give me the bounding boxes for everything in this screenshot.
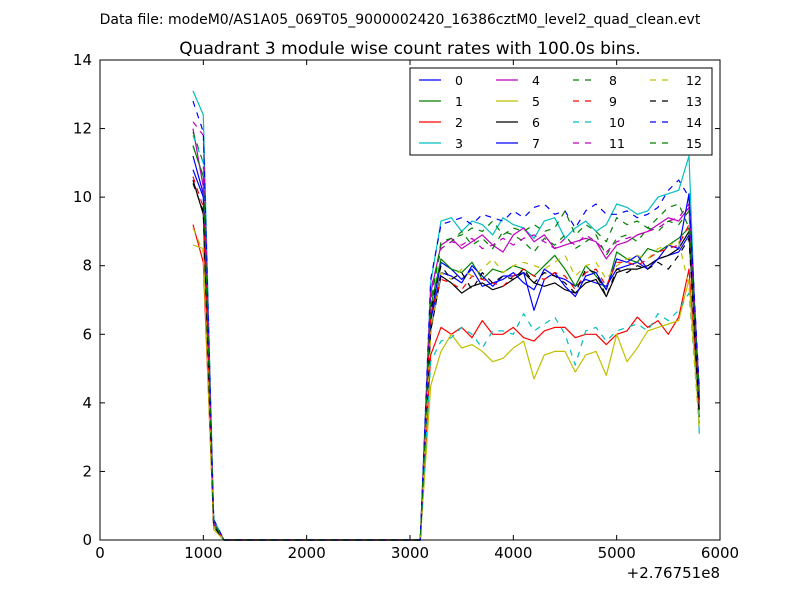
y-tick-label: 12 [73, 120, 92, 138]
y-tick-label: 6 [82, 325, 92, 343]
y-tick-label: 2 [82, 462, 92, 480]
legend-label-8: 8 [609, 73, 617, 88]
y-tick-label: 8 [82, 257, 92, 275]
series-line-11 [192, 121, 700, 541]
x-tick-label: 1000 [184, 544, 222, 562]
legend-label-4: 4 [532, 73, 540, 88]
x-tick-label: 4000 [494, 544, 532, 562]
series-line-14 [192, 100, 700, 541]
legend-label-0: 0 [455, 73, 463, 88]
x-tick-label: 5000 [598, 544, 636, 562]
legend-label-9: 9 [609, 94, 617, 109]
series-line-8 [192, 131, 700, 541]
legend-label-13: 13 [686, 94, 702, 109]
x-tick-label: 0 [95, 544, 105, 562]
y-tick-label: 10 [73, 188, 92, 206]
figure-suptitle: Data file: modeM0/AS1A05_069T05_90000024… [100, 12, 701, 28]
y-tick-label: 4 [82, 394, 92, 412]
x-tick-label: 2000 [288, 544, 326, 562]
legend-label-7: 7 [532, 136, 540, 151]
series-line-5 [192, 244, 700, 541]
legend-label-14: 14 [686, 115, 702, 130]
legend-label-15: 15 [686, 136, 702, 151]
legend-label-6: 6 [532, 115, 540, 130]
series-layer [192, 90, 700, 541]
series-line-9 [192, 176, 700, 541]
chart-title: Quadrant 3 module wise count rates with … [179, 39, 640, 59]
legend-label-3: 3 [455, 136, 463, 151]
legend-label-1: 1 [455, 94, 463, 109]
series-line-10 [192, 135, 700, 541]
series-line-3 [192, 90, 700, 541]
legend-box [409, 67, 713, 156]
legend-label-5: 5 [532, 94, 540, 109]
x-offset-label: +2.76751e8 [627, 564, 720, 582]
y-tick-label: 0 [82, 531, 92, 549]
series-line-15 [192, 145, 700, 541]
legend-label-11: 11 [609, 136, 625, 151]
legend-label-2: 2 [455, 115, 463, 130]
y-tick-label: 14 [73, 51, 92, 69]
series-line-6 [192, 179, 700, 541]
x-axis-ticks: 0 1000 2000 3000 4000 5000 6000 [95, 60, 739, 562]
plot-frame [99, 59, 721, 541]
series-line-4 [192, 128, 700, 541]
x-tick-label: 3000 [391, 544, 429, 562]
series-line-0 [192, 155, 700, 541]
series-line-7 [192, 169, 700, 541]
series-line-13 [192, 183, 700, 541]
legend-label-10: 10 [609, 115, 625, 130]
x-tick-label: 6000 [701, 544, 739, 562]
legend-label-12: 12 [686, 73, 702, 88]
